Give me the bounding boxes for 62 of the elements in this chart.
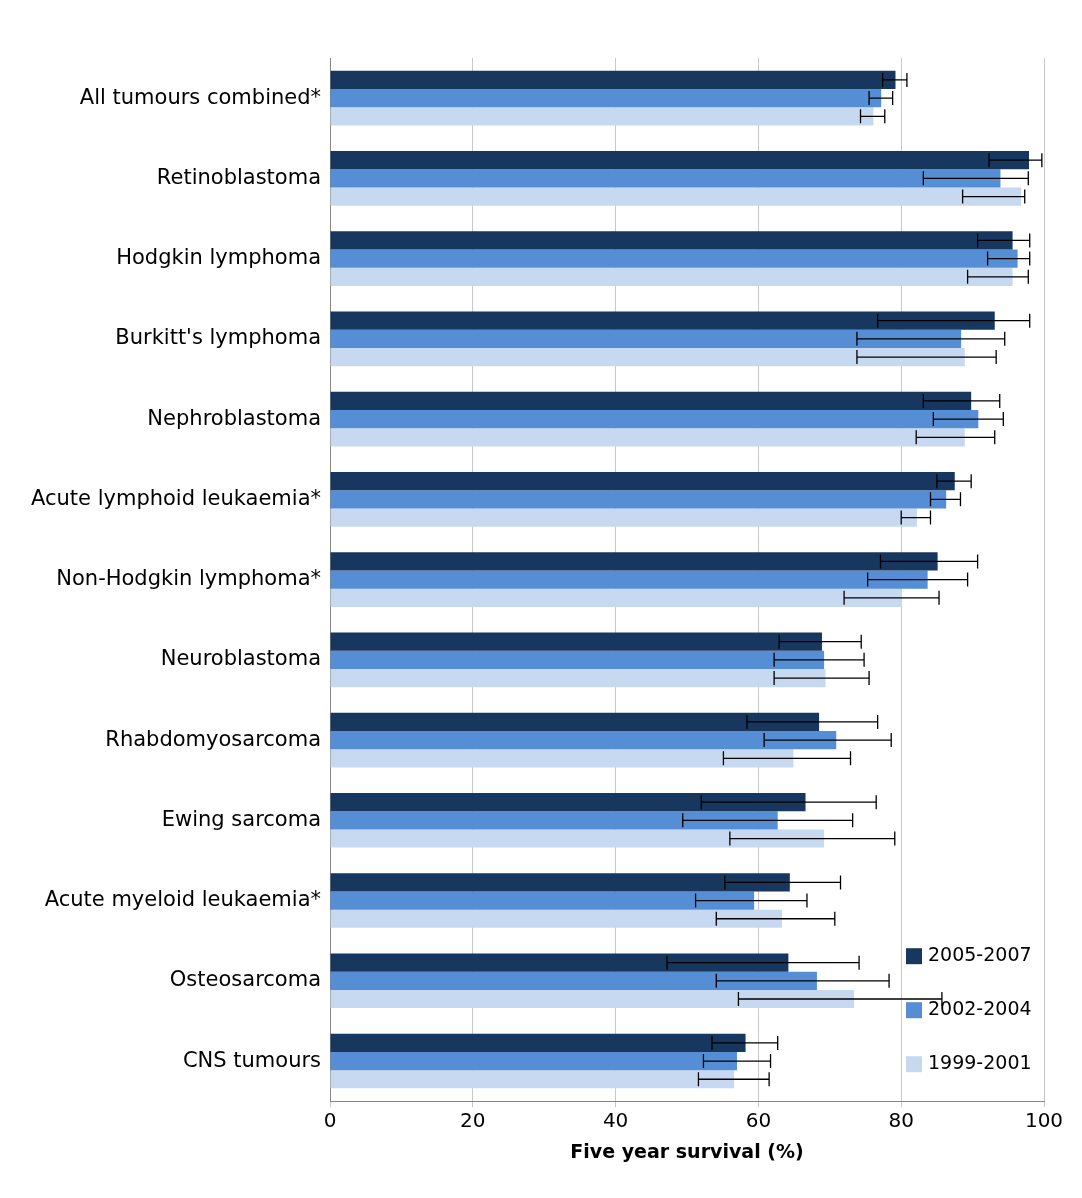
bar: [330, 632, 822, 651]
bar: [330, 1051, 737, 1071]
bar: [330, 428, 965, 447]
legend-label: 2005-2007: [928, 943, 1032, 966]
bar: [330, 570, 928, 589]
bar: [330, 490, 947, 509]
y-tick-label: All tumours combined*: [79, 84, 322, 109]
bar: [330, 793, 806, 812]
bar: [330, 249, 1018, 268]
x-tick-label: 20: [460, 1108, 486, 1133]
bar: [330, 650, 825, 669]
x-tick-label: 80: [888, 1108, 914, 1133]
bar: [330, 891, 755, 910]
x-tick-label: 100: [1024, 1108, 1064, 1133]
y-tick-label: Acute myeloid leukaemia*: [44, 887, 322, 912]
bar: [330, 811, 778, 830]
bar: [330, 588, 902, 607]
bar: [330, 953, 789, 972]
bar: [330, 107, 874, 126]
y-tick-label: Burkitt's lymphoma: [115, 325, 322, 350]
bar: [330, 712, 820, 731]
x-axis-title: Five year survival (%): [570, 1139, 804, 1162]
bar: [330, 231, 1013, 250]
y-tick-label: Rhabdomyosarcoma: [105, 726, 322, 751]
bar: [330, 70, 896, 90]
bar: [330, 668, 826, 688]
bar: [330, 909, 782, 928]
bar: [330, 151, 1030, 170]
y-tick-label: Neuroblastoma: [160, 646, 322, 671]
y-tick-label: Ewing sarcoma: [161, 806, 322, 831]
bar: [330, 552, 938, 571]
y-tick-label: Acute lymphoid leukaemia*: [30, 485, 322, 510]
x-tick-label: 0: [323, 1108, 337, 1133]
bar: [330, 508, 917, 527]
bar: [330, 731, 837, 750]
bar: [330, 873, 790, 892]
y-tick-label: Non-Hodgkin lymphoma*: [56, 566, 322, 591]
y-tick-label: Retinoblastoma: [156, 164, 322, 189]
bar: [330, 1070, 735, 1089]
bar: [330, 89, 882, 108]
bar: [330, 989, 855, 1009]
y-tick-label: Osteosarcoma: [169, 967, 322, 992]
bar: [330, 329, 962, 348]
bar: [330, 410, 979, 429]
bar: [330, 749, 794, 768]
bar: [330, 391, 972, 411]
bar: [330, 472, 955, 491]
bar: [330, 347, 965, 367]
bar: [330, 311, 995, 330]
y-tick-label: Nephroblastoma: [147, 405, 322, 430]
x-tick-label: 60: [745, 1108, 772, 1133]
bar: [330, 971, 817, 990]
bar: [330, 169, 1001, 188]
x-tick-label: 40: [602, 1108, 629, 1133]
bar: [330, 1033, 746, 1052]
bar: [330, 267, 1013, 286]
y-tick-label: Hodgkin lymphoma: [116, 245, 322, 270]
legend-label: 1999-2001: [928, 1051, 1032, 1074]
legend-label: 2002-2004: [928, 997, 1032, 1020]
bar: [330, 829, 825, 848]
bar: [330, 187, 1022, 206]
y-tick-label: CNS tumours: [182, 1047, 322, 1072]
